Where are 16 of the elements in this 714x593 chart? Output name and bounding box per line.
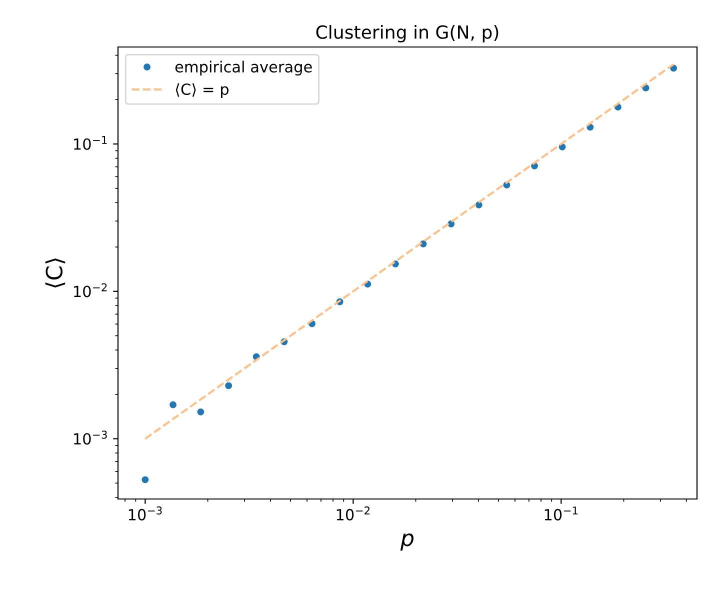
legend-label: empirical average bbox=[175, 60, 312, 76]
y-tick-label: 10$^{−1}$ bbox=[74, 136, 107, 150]
point bbox=[170, 401, 177, 408]
y-tick-label: 10$^{−2}$ bbox=[74, 283, 107, 298]
point bbox=[475, 201, 482, 208]
x-tick-label: 10$^{−1}$ bbox=[544, 506, 578, 520]
point bbox=[225, 382, 232, 390]
point bbox=[142, 476, 149, 484]
y-tick-label: 10$^{−3}$ bbox=[74, 430, 107, 445]
legend-label: ⟨C⟩ = p bbox=[176, 83, 228, 98]
x-tick-label: 10$^{−3}$ bbox=[128, 506, 162, 520]
x-axis-title: p bbox=[400, 534, 414, 551]
y-axis-title: ⟨C⟩ bbox=[45, 258, 66, 288]
point bbox=[197, 408, 204, 416]
chart-title: Clustering in G(N, p) bbox=[316, 24, 498, 42]
x-tick-label: 10$^{−2}$ bbox=[336, 506, 370, 520]
